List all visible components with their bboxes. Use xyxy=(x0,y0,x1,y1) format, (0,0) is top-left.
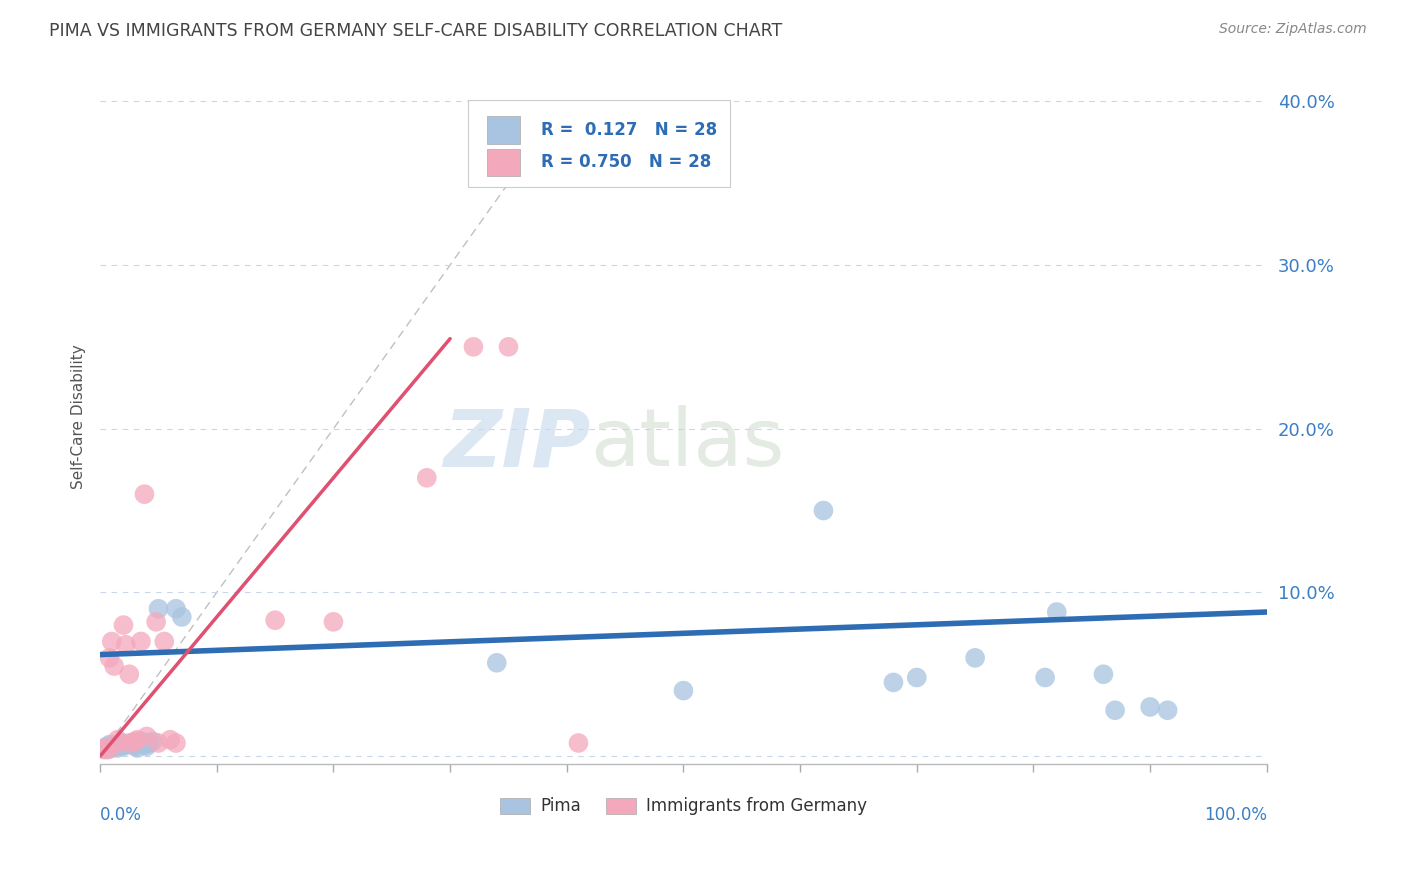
Point xyxy=(112,618,135,632)
Point xyxy=(905,671,928,685)
Point xyxy=(98,651,121,665)
Point xyxy=(108,736,131,750)
Point xyxy=(108,739,131,754)
Point xyxy=(103,659,125,673)
Point xyxy=(124,734,146,748)
Point xyxy=(121,736,143,750)
Point xyxy=(135,730,157,744)
Point xyxy=(1156,703,1178,717)
Point xyxy=(965,651,987,665)
Text: PIMA VS IMMIGRANTS FROM GERMANY SELF-CARE DISABILITY CORRELATION CHART: PIMA VS IMMIGRANTS FROM GERMANY SELF-CAR… xyxy=(49,22,783,40)
FancyBboxPatch shape xyxy=(488,116,520,144)
Point xyxy=(264,613,287,627)
Point xyxy=(93,740,115,755)
Point xyxy=(138,736,160,750)
Text: ZIP: ZIP xyxy=(443,405,591,483)
Point xyxy=(148,601,170,615)
Legend: Pima, Immigrants from Germany: Pima, Immigrants from Germany xyxy=(494,790,873,822)
Text: R = 0.750   N = 28: R = 0.750 N = 28 xyxy=(541,153,711,171)
Y-axis label: Self-Care Disability: Self-Care Disability xyxy=(72,344,86,489)
Text: Source: ZipAtlas.com: Source: ZipAtlas.com xyxy=(1219,22,1367,37)
Point xyxy=(148,736,170,750)
Point xyxy=(101,740,124,755)
Point xyxy=(416,471,439,485)
Point xyxy=(129,634,152,648)
Point xyxy=(121,738,143,752)
Point xyxy=(170,610,193,624)
Point xyxy=(567,736,589,750)
Point xyxy=(1104,703,1126,717)
Point xyxy=(124,739,146,754)
Point xyxy=(129,734,152,748)
Text: 100.0%: 100.0% xyxy=(1204,806,1267,824)
Point xyxy=(1092,667,1115,681)
Point xyxy=(1046,605,1069,619)
Point xyxy=(672,683,695,698)
Point xyxy=(1139,700,1161,714)
Point xyxy=(145,615,167,629)
Point xyxy=(107,740,129,755)
Point xyxy=(153,634,176,648)
Point xyxy=(97,742,120,756)
Point xyxy=(110,736,132,750)
Text: atlas: atlas xyxy=(591,405,785,483)
Point xyxy=(165,601,187,615)
Point xyxy=(107,732,129,747)
Point xyxy=(882,675,904,690)
Point xyxy=(118,667,141,681)
Point xyxy=(813,503,835,517)
Point xyxy=(159,732,181,747)
Point xyxy=(94,740,117,755)
Point xyxy=(127,732,149,747)
Point xyxy=(93,742,115,756)
Point xyxy=(134,487,156,501)
Point xyxy=(114,738,136,752)
Point xyxy=(142,734,165,748)
Point xyxy=(103,739,125,754)
FancyBboxPatch shape xyxy=(468,100,730,186)
Point xyxy=(134,738,156,752)
Point xyxy=(118,736,141,750)
Point xyxy=(485,656,508,670)
Point xyxy=(135,739,157,754)
Point xyxy=(101,634,124,648)
Point xyxy=(98,738,121,752)
FancyBboxPatch shape xyxy=(488,149,520,177)
Text: 0.0%: 0.0% xyxy=(100,806,142,824)
Point xyxy=(498,340,520,354)
Point xyxy=(114,638,136,652)
Point xyxy=(463,340,485,354)
Point xyxy=(112,739,135,754)
Point xyxy=(165,736,187,750)
Point xyxy=(127,740,149,755)
Point xyxy=(1033,671,1056,685)
Point xyxy=(322,615,344,629)
Text: R =  0.127   N = 28: R = 0.127 N = 28 xyxy=(541,120,717,139)
Point xyxy=(104,738,127,752)
Point xyxy=(94,742,117,756)
Point xyxy=(97,739,120,754)
